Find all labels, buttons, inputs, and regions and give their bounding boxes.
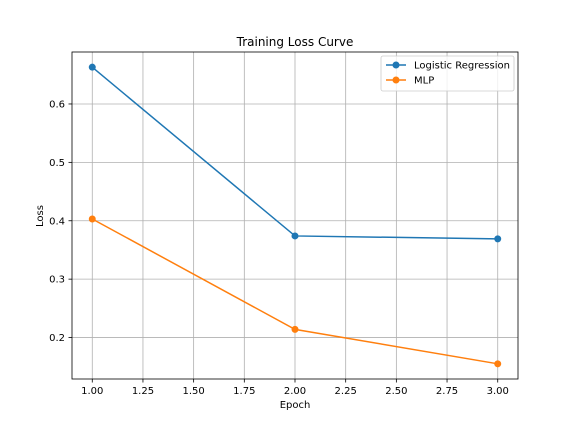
- x-tick-label: 1.00: [81, 386, 103, 397]
- x-axis-label: Epoch: [280, 400, 311, 411]
- data-point-mlp: [88, 215, 96, 223]
- data-series: [88, 63, 502, 368]
- data-point-mlp: [494, 360, 502, 368]
- y-tick-label: 0.5: [49, 158, 65, 169]
- legend-box: [380, 55, 515, 92]
- y-axis-label: Loss: [35, 205, 46, 227]
- data-point-logistic-regression: [494, 235, 502, 243]
- legend-marker: [392, 76, 400, 84]
- series-logistic-regression: [88, 63, 502, 243]
- y-tick-label: 0.2: [49, 333, 65, 344]
- grid-lines: [72, 52, 518, 379]
- data-point-mlp: [291, 325, 299, 333]
- x-tick-label: 2.00: [284, 386, 306, 397]
- x-tick-label: 2.25: [335, 386, 357, 397]
- chart-title: Training Loss Curve: [236, 35, 354, 49]
- data-point-logistic-regression: [291, 232, 299, 240]
- y-tick-label: 0.4: [49, 216, 65, 227]
- y-tick-label: 0.6: [49, 99, 65, 110]
- x-tick-label: 2.75: [436, 386, 458, 397]
- legend: Logistic Regression MLP: [380, 55, 515, 92]
- x-tick-label: 1.25: [132, 386, 154, 397]
- series-mlp: [88, 215, 502, 368]
- axis-ticks: 1.00 1.25 1.50 1.75 2.00 2.25 2.50 2.75 3.00 0.2 0…: [49, 99, 509, 397]
- x-tick-label: 1.75: [233, 386, 255, 397]
- x-tick-label: 2.50: [385, 386, 407, 397]
- legend-label: MLP: [414, 76, 434, 87]
- x-tick-label: 3.00: [487, 386, 509, 397]
- legend-label: Logistic Regression: [414, 61, 510, 72]
- y-tick-label: 0.3: [49, 275, 65, 286]
- legend-marker: [392, 61, 400, 69]
- data-point-logistic-regression: [88, 63, 96, 71]
- x-tick-label: 1.50: [183, 386, 205, 397]
